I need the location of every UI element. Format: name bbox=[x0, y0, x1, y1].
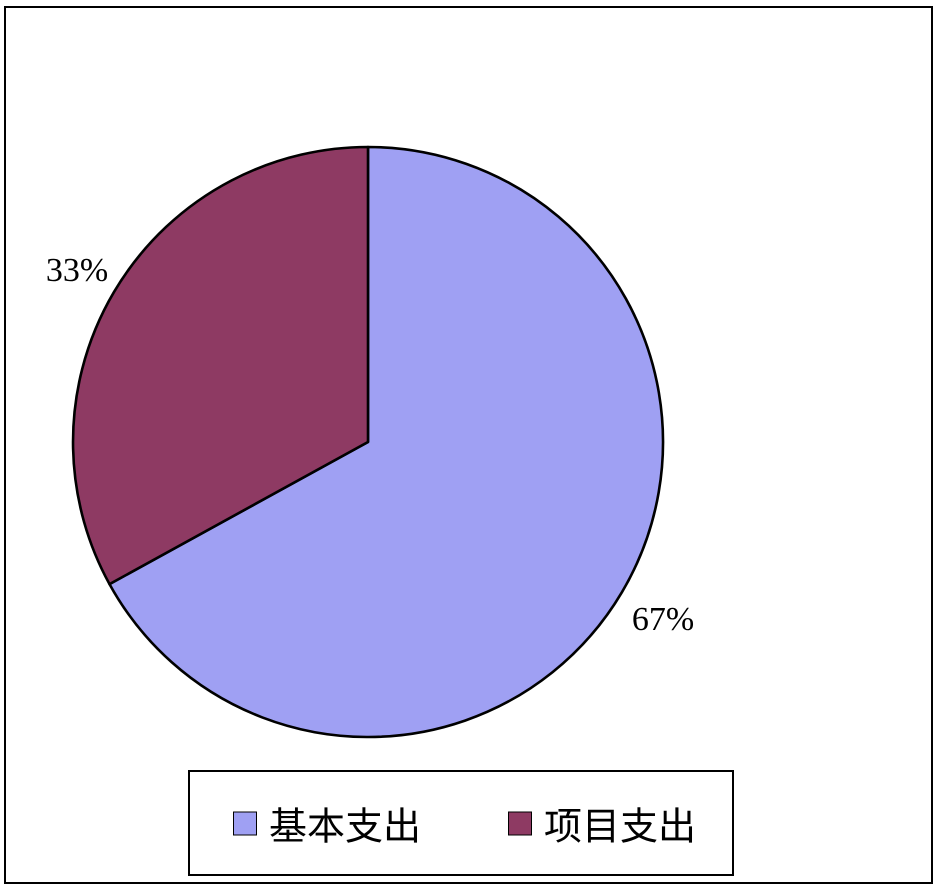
svg-text:67%: 67% bbox=[632, 601, 694, 638]
svg-text:33%: 33% bbox=[46, 252, 108, 289]
